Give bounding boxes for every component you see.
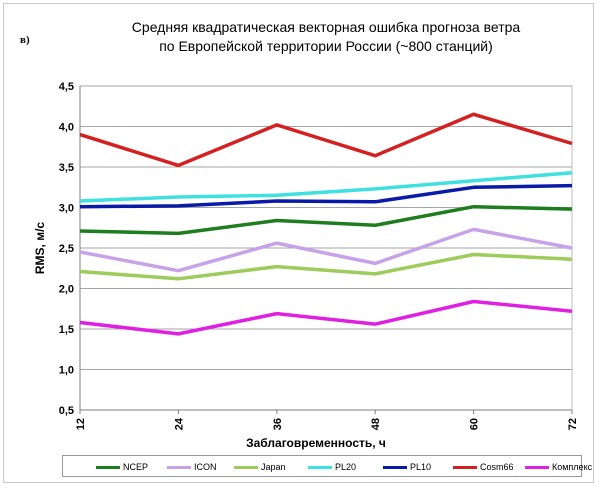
series-line-- <box>79 299 573 336</box>
tick-labels: 0,5 1,0 1,5 2,0 2,5 3,0 3,5 4,0 4,5 12 24 36 48 60 72 З… <box>33 81 579 450</box>
y-tick-label: 0,5 <box>59 405 74 417</box>
legend-label: ICON <box>194 462 217 472</box>
legend-label: Japan <box>261 462 286 472</box>
legend-item: ICON <box>167 460 217 474</box>
x-tick-label: 60 <box>469 418 481 430</box>
series-line-pl20 <box>79 170 573 203</box>
legend-item: Japan <box>234 460 286 474</box>
y-tick-label: 4,0 <box>59 122 74 134</box>
chart-frame <box>3 3 594 483</box>
series-line-cosm66 <box>79 112 573 168</box>
y-tick-label: 3,5 <box>59 162 74 174</box>
chart-title-line-2: по Европейской территории России (~800 с… <box>159 38 493 54</box>
legend-swatch <box>308 465 332 469</box>
legend-label: Комплекс <box>552 462 593 472</box>
legend-swatch <box>453 465 477 469</box>
series-lines <box>79 112 573 336</box>
y-tick-label: 4,5 <box>59 81 74 93</box>
legend-item: PL10 <box>383 460 431 474</box>
axes <box>79 86 573 414</box>
series-line-japan <box>79 252 573 281</box>
legend-swatch <box>96 465 120 469</box>
panel-letter: в) <box>20 34 30 46</box>
legend-item: Cosm66 <box>453 460 514 474</box>
y-tick-label: 1,5 <box>59 324 74 336</box>
legend-swatch <box>383 465 407 469</box>
legend-swatch <box>525 465 549 469</box>
chart-title: Средняя квадратическая векторная ошибка … <box>96 18 556 56</box>
y-tick-label: 3,0 <box>59 203 74 215</box>
legend-item: PL20 <box>308 460 356 474</box>
legend-label: Cosm66 <box>480 462 514 472</box>
x-tick-label: 48 <box>370 418 382 430</box>
x-tick-label: 72 <box>567 418 579 430</box>
legend: NCEP ICON Japan PL20 PL10 Cosm66 Комплекс <box>62 455 592 477</box>
legend-swatch <box>167 465 191 469</box>
y-tick-label: 2,5 <box>59 243 74 255</box>
series-line-pl10 <box>79 183 573 209</box>
x-axis-label: Заблаговременность, ч <box>246 436 386 450</box>
chart-title-line-1: Средняя квадратическая векторная ошибка … <box>131 19 521 35</box>
y-axis-label: RMS, м/с <box>33 222 47 275</box>
grid-lines <box>80 85 572 411</box>
series-line-ncep <box>79 204 573 236</box>
legend-label: PL10 <box>410 462 432 472</box>
legend-swatch <box>234 465 258 469</box>
x-tick-label: 24 <box>173 417 185 430</box>
series-line-icon <box>79 227 573 273</box>
legend-label: NCEP <box>123 462 149 472</box>
legend-item: Комплекс <box>525 460 592 474</box>
legend-item: NCEP <box>96 460 148 474</box>
y-tick-label: 1,0 <box>59 365 74 377</box>
y-tick-label: 2,0 <box>59 284 74 296</box>
x-tick-label: 36 <box>272 418 284 430</box>
x-tick-label: 12 <box>75 418 87 430</box>
legend-label: PL20 <box>335 462 357 472</box>
